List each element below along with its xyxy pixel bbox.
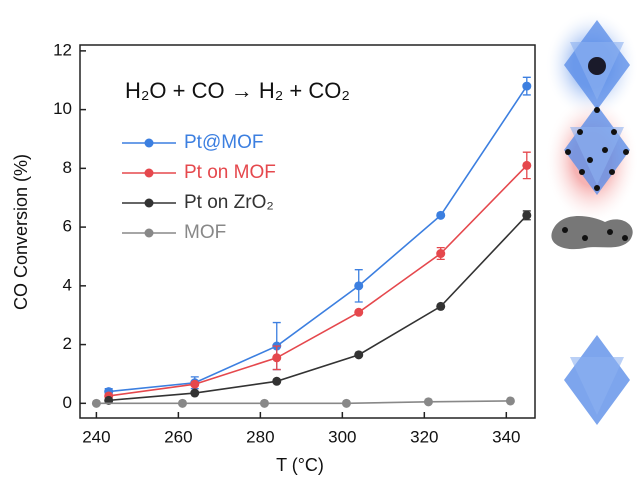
legend-marker (144, 138, 154, 148)
x-tick-label: 340 (492, 427, 520, 446)
data-point (177, 398, 187, 408)
series-line (108, 164, 528, 397)
x-tick-label: 320 (410, 427, 438, 446)
y-tick-label: 6 (63, 217, 72, 236)
data-point (522, 160, 532, 170)
series-line (96, 400, 511, 405)
data-point (436, 210, 446, 220)
x-axis-label: T (°C) (276, 455, 324, 475)
legend-marker (144, 168, 154, 178)
data-point (522, 210, 532, 220)
data-point (354, 350, 364, 360)
y-tick-label: 0 (63, 393, 72, 412)
data-point (272, 376, 282, 386)
x-tick-label: 280 (246, 427, 274, 446)
plot-frame (79, 44, 536, 419)
data-point (423, 397, 433, 407)
y-tick-label: 2 (63, 334, 72, 353)
data-point (272, 353, 282, 363)
y-axis-label: CO Conversion (%) (11, 154, 31, 310)
series-line (108, 85, 528, 393)
x-tick-label: 300 (328, 427, 356, 446)
data-point (505, 396, 515, 406)
data-point (522, 81, 532, 91)
legend-label: MOF (184, 222, 226, 243)
y-tick-label: 8 (63, 158, 72, 177)
data-point (354, 281, 364, 291)
illustrations (545, 10, 639, 425)
x-tick-label: 260 (164, 427, 192, 446)
legend-marker (144, 198, 154, 208)
data-point (259, 398, 269, 408)
series-line (108, 214, 528, 402)
data-point (436, 301, 446, 311)
legend-marker (144, 228, 154, 238)
data-point (91, 398, 101, 408)
y-tick-label: 10 (53, 99, 72, 118)
data-point (341, 398, 351, 408)
data-point (436, 249, 446, 259)
y-tick-label: 12 (53, 40, 72, 59)
data-point (190, 388, 200, 398)
data-point (190, 379, 200, 389)
data-point (354, 307, 364, 317)
legend-label: Pt on MOF (184, 162, 276, 183)
x-tick-label: 240 (82, 427, 110, 446)
legend-label: Pt@MOF (184, 132, 263, 153)
legend-label: Pt on ZrO₂ (184, 192, 274, 213)
y-tick-label: 4 (63, 275, 72, 294)
reaction-annotation: H₂O + CO → H₂ + CO₂ (125, 78, 350, 103)
